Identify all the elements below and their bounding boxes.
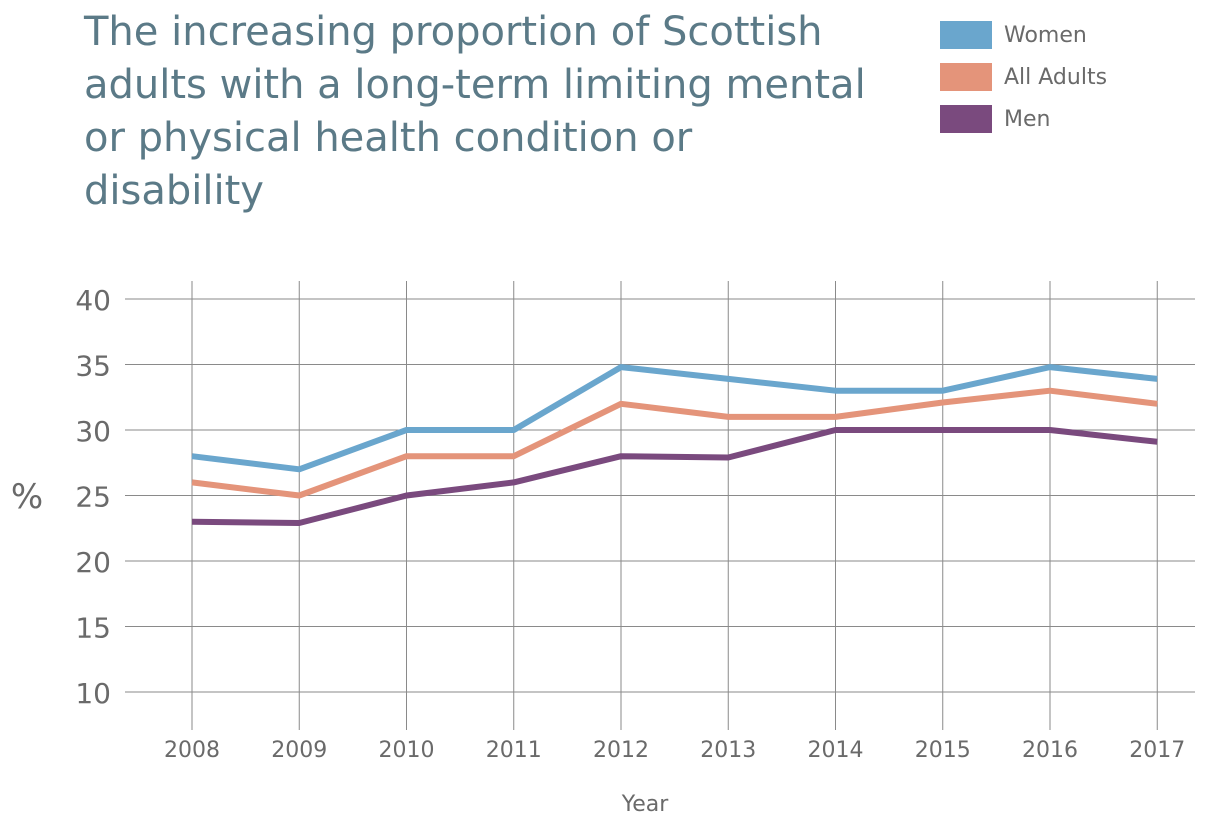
grid-layer xyxy=(125,281,1195,730)
x-tick-label: 2009 xyxy=(271,738,327,763)
legend-swatch-all-adults xyxy=(940,63,992,91)
x-tick-label: 2017 xyxy=(1129,738,1185,763)
x-tick-label: 2015 xyxy=(915,738,971,763)
legend-item-women: Women xyxy=(940,14,1200,56)
x-tick-label: 2014 xyxy=(808,738,864,763)
y-tick-label: 40 xyxy=(75,284,111,317)
legend: Women All Adults Men xyxy=(940,14,1200,140)
x-tick-label: 2008 xyxy=(164,738,220,763)
y-tick-label: 35 xyxy=(75,350,111,383)
y-axis-label: % xyxy=(11,477,43,517)
y-tick-label: 10 xyxy=(75,677,111,710)
tick-labels: 10 15 20 25 30 35 40 2008 2009 2010 2011 2012 2013 20… xyxy=(75,284,1185,763)
legend-item-men: Men xyxy=(940,98,1200,140)
y-tick-label: 30 xyxy=(75,415,111,448)
x-axis-label: Year xyxy=(621,792,670,814)
y-tick-label: 25 xyxy=(75,481,111,514)
x-tick-label: 2016 xyxy=(1022,738,1078,763)
series-layer xyxy=(191,364,1158,527)
legend-swatch-men xyxy=(940,105,992,133)
legend-label-men: Men xyxy=(1004,106,1051,132)
legend-label-women: Women xyxy=(1004,22,1087,48)
x-tick-label: 2011 xyxy=(486,738,542,763)
x-tick-label: 2010 xyxy=(379,738,435,763)
legend-label-all-adults: All Adults xyxy=(1004,64,1108,90)
chart-title: The increasing proportion of Scottish ad… xyxy=(84,9,866,214)
y-tick-label: 20 xyxy=(75,546,111,579)
x-tick-label: 2013 xyxy=(700,738,756,763)
legend-swatch-women xyxy=(940,21,992,49)
legend-item-all-adults: All Adults xyxy=(940,56,1200,98)
x-tick-label: 2012 xyxy=(593,738,649,763)
series-line-all-adults xyxy=(191,387,1158,499)
series-line-men xyxy=(191,427,1158,527)
series-line-women xyxy=(191,364,1158,473)
y-tick-label: 15 xyxy=(75,612,111,645)
